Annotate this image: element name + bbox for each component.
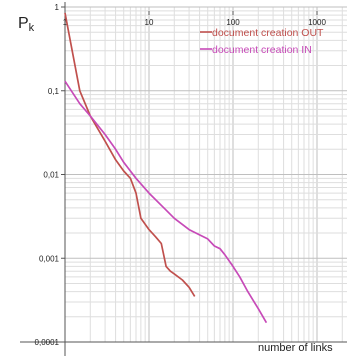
y-tick-label: 0,1 — [48, 87, 60, 96]
x-tick-label: 1 — [63, 18, 68, 27]
x-axis-label: number of links — [258, 342, 333, 354]
series-line-in — [64, 80, 268, 324]
y-tick-label: 1 — [55, 3, 60, 12]
legend: document creation OUT document creation … — [200, 27, 324, 56]
x-tick-label: 1000 — [308, 18, 326, 27]
tick-labels: 1 0,1 0,01 0,001 0,0001 1 10 100 1000 — [35, 3, 327, 347]
y-tick-label: 0,0001 — [35, 338, 60, 347]
series-line-out — [64, 12, 196, 297]
x-tick-label: 100 — [226, 18, 240, 27]
y-tick-label: 0,001 — [39, 254, 60, 263]
x-tick-label: 10 — [145, 18, 154, 27]
y-axis-label-subscript: k — [29, 22, 35, 34]
legend-label-in: document creation IN — [212, 44, 312, 56]
y-axis-label: Pk — [18, 15, 35, 34]
grid — [64, 6, 347, 343]
legend-label-out: document creation OUT — [212, 27, 324, 39]
y-tick-label: 0,01 — [43, 171, 59, 180]
series-lines — [64, 12, 268, 324]
